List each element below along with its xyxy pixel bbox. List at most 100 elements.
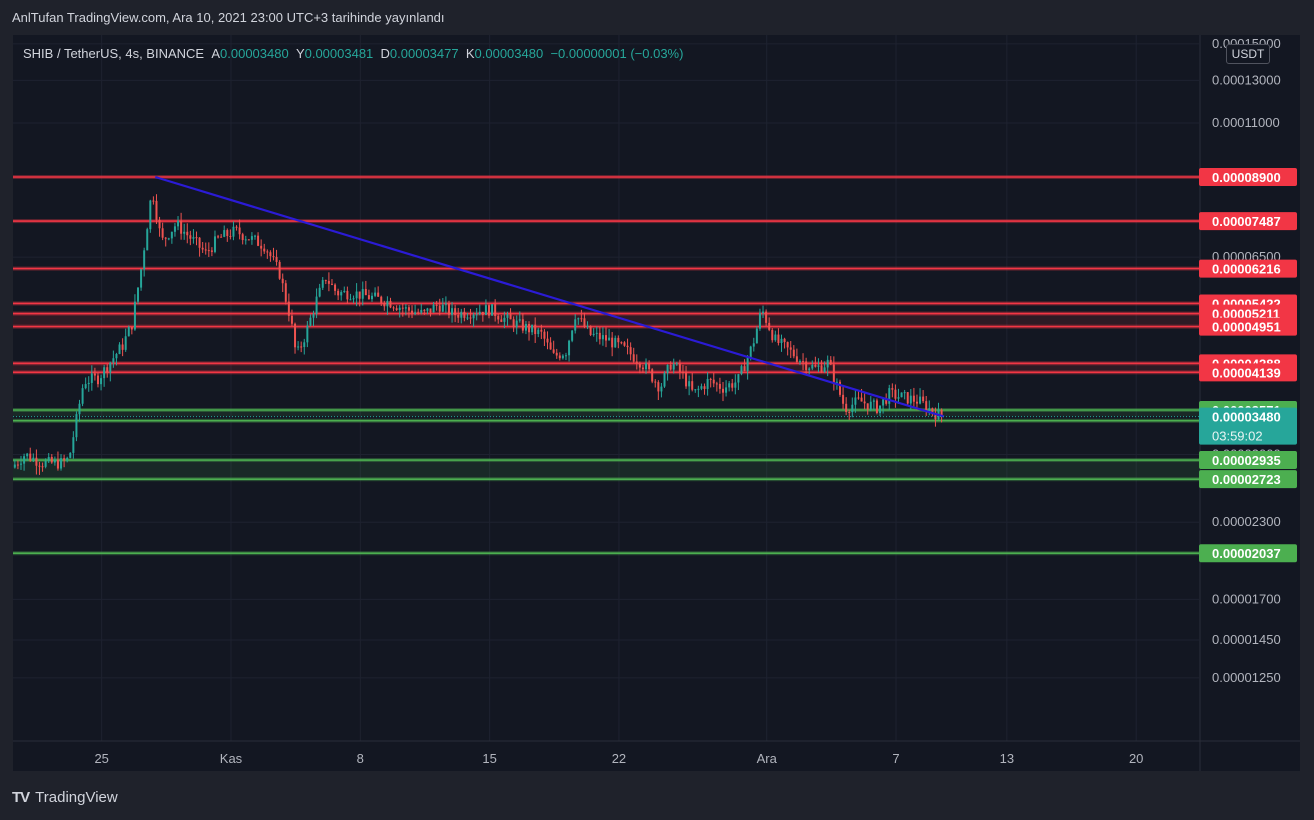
candle-down xyxy=(509,314,512,320)
price-tick-label: 0.00001700 xyxy=(1212,591,1281,606)
candle-up xyxy=(663,373,666,387)
resistance-price-label: 0.00008900 xyxy=(1212,170,1281,185)
candle-up xyxy=(688,381,691,387)
candle-up xyxy=(700,386,703,389)
candle-down xyxy=(712,379,715,384)
change-value: −0.00000001 (−0.03%) xyxy=(550,46,684,61)
candle-up xyxy=(244,239,247,241)
candle-down xyxy=(534,324,537,335)
candle-up xyxy=(762,311,765,314)
tradingview-logo-icon: TV xyxy=(12,789,30,806)
candle-down xyxy=(820,365,823,372)
candle-down xyxy=(41,466,44,468)
candle-down xyxy=(552,349,555,353)
candle-down xyxy=(395,308,398,311)
currency-badge[interactable]: USDT xyxy=(1226,44,1270,64)
candle-up xyxy=(315,296,318,315)
candle-down xyxy=(278,261,281,279)
candle-down xyxy=(555,352,558,356)
candle-up xyxy=(386,300,389,307)
candle-up xyxy=(601,335,604,340)
time-tick-label: 8 xyxy=(357,751,364,766)
low-value: 0.00003477 xyxy=(389,46,459,61)
candle-down xyxy=(891,388,894,390)
candle-up xyxy=(645,363,648,370)
candle-down xyxy=(497,316,500,320)
candle-down xyxy=(392,307,395,309)
candle-down xyxy=(915,401,918,404)
candle-down xyxy=(121,344,124,350)
candle-up xyxy=(44,460,47,467)
candle-up xyxy=(343,290,346,293)
candle-up xyxy=(23,456,26,464)
candle-down xyxy=(457,314,460,318)
candle-down xyxy=(589,325,592,335)
resistance-price-label-bg xyxy=(1199,168,1297,186)
candle-up xyxy=(420,309,423,313)
candle-up xyxy=(537,329,540,335)
candle-down xyxy=(38,465,41,467)
candle-up xyxy=(81,388,84,404)
candle-up xyxy=(183,231,186,234)
candle-up xyxy=(146,229,149,251)
candle-down xyxy=(546,338,549,343)
candle-up xyxy=(515,320,518,328)
candle-down xyxy=(226,230,229,236)
candle-down xyxy=(635,361,638,364)
time-tick-label: 20 xyxy=(1129,751,1143,766)
support-zone xyxy=(13,460,1199,480)
candle-down xyxy=(765,311,768,323)
candle-down xyxy=(632,354,635,362)
candle-up xyxy=(694,389,697,391)
resistance-price-label: 0.00004951 xyxy=(1212,320,1281,335)
candle-up xyxy=(749,346,752,358)
candle-down xyxy=(718,383,721,389)
candle-down xyxy=(832,364,835,383)
candle-down xyxy=(447,303,450,315)
candle-up xyxy=(752,343,755,347)
candle-up xyxy=(780,338,783,343)
candle-down xyxy=(940,409,943,418)
candle-down xyxy=(96,375,99,385)
candle-up xyxy=(561,355,564,359)
candle-down xyxy=(620,342,623,344)
candle-down xyxy=(654,381,657,383)
candle-down xyxy=(931,408,934,413)
candle-up xyxy=(137,287,140,302)
candle-up xyxy=(103,367,106,379)
candle-down xyxy=(93,373,96,376)
candle-up xyxy=(574,319,577,331)
candle-down xyxy=(158,219,161,229)
candle-down xyxy=(678,363,681,372)
candle-up xyxy=(312,314,315,318)
support-zone xyxy=(13,410,1199,417)
candle-up xyxy=(595,332,598,334)
candle-down xyxy=(623,342,626,346)
candle-up xyxy=(223,230,226,237)
price-tick-label: 0.00013000 xyxy=(1212,72,1281,87)
candle-up xyxy=(321,280,324,288)
candle-up xyxy=(491,304,494,316)
chart-frame[interactable] xyxy=(13,35,1300,771)
candle-up xyxy=(349,299,352,301)
candle-down xyxy=(771,329,774,341)
candle-up xyxy=(53,459,56,463)
support-price-label-bg xyxy=(1199,451,1297,470)
candle-down xyxy=(358,291,361,299)
candle-down xyxy=(189,235,192,239)
candle-down xyxy=(786,342,789,348)
resistance-zone xyxy=(13,313,1199,327)
candle-down xyxy=(324,280,327,282)
tradingview-logo[interactable]: TV TradingView xyxy=(12,789,118,806)
symbol-label[interactable]: SHIB / TetherUS, 4s, BINANCE xyxy=(23,46,205,61)
candle-up xyxy=(506,314,509,318)
candle-up xyxy=(127,327,130,337)
candle-down xyxy=(401,307,404,309)
high-key: Y xyxy=(295,46,305,61)
candle-up xyxy=(69,452,72,458)
candle-down xyxy=(180,220,183,234)
candle-down xyxy=(540,329,543,332)
candle-down xyxy=(377,292,380,297)
candle-up xyxy=(869,401,872,410)
